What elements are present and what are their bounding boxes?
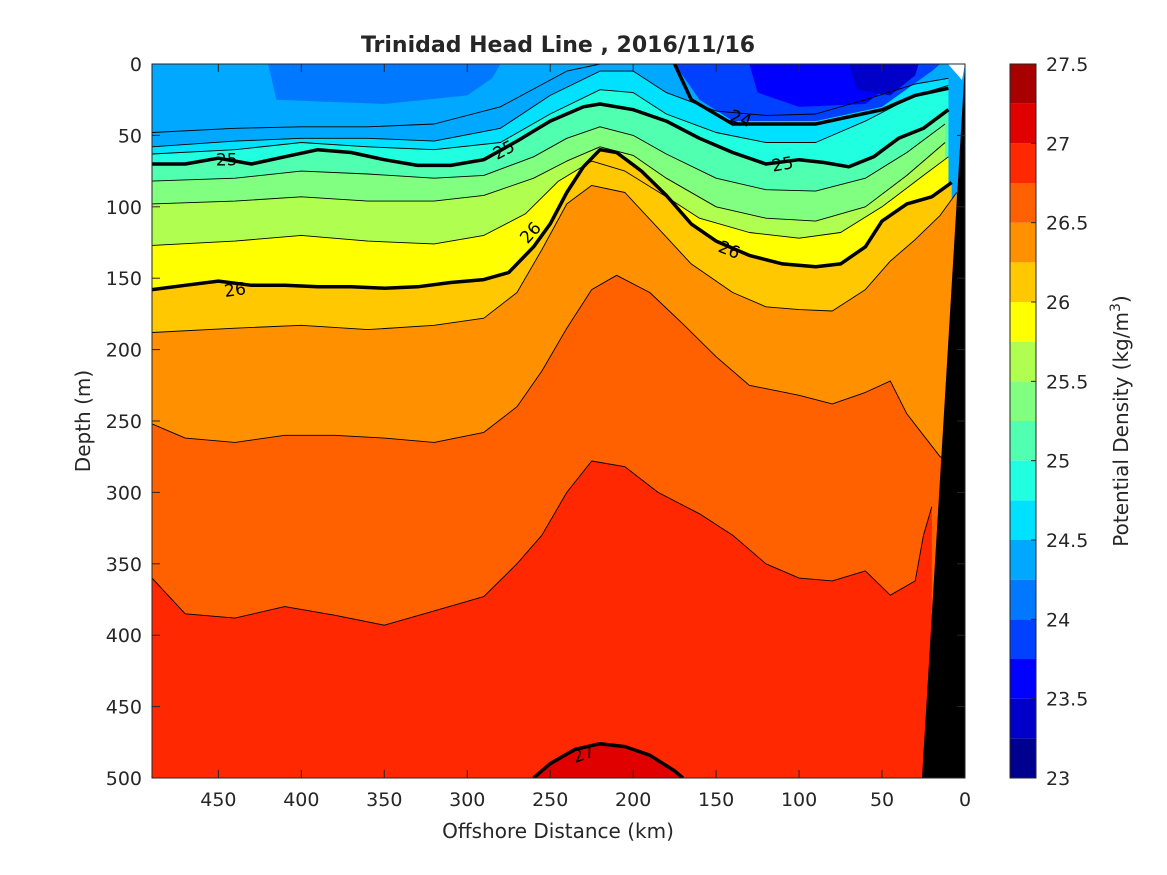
isopycnal-25.75: [152, 156, 949, 246]
x-tick-label: 200: [615, 789, 651, 811]
isopycnal-25.25: [152, 123, 946, 192]
isopycnal-25.5: [152, 142, 946, 222]
y-tick-label: 50: [118, 125, 142, 147]
chart-title: Trinidad Head Line , 2016/11/16: [361, 33, 755, 58]
x-tick-label: 400: [283, 789, 319, 811]
x-tick-label: 250: [532, 789, 568, 811]
density-bands: [152, 64, 965, 778]
colorbar-tick-label: 23.5: [1046, 689, 1088, 711]
isopycnal-24: [673, 64, 949, 126]
isopycnal-26.75: [152, 460, 933, 626]
colorbar: [1009, 63, 1037, 779]
y-tick-label: 300: [106, 482, 142, 504]
y-tick-label: 400: [106, 625, 142, 647]
y-axis-label: Depth (m): [71, 370, 95, 472]
colorbar-swatch: [1010, 421, 1036, 461]
contour-label-text: 25: [216, 151, 238, 171]
colorbar-swatch: [1010, 500, 1036, 540]
y-tick-label: 100: [106, 197, 142, 219]
isopycnal-26.5: [152, 274, 957, 465]
band-23.5-cell: [848, 64, 919, 96]
nearshore-gap: [948, 64, 965, 80]
x-axis-ticks: 450 400 350 300 250 200 150 100 50 0: [200, 64, 971, 811]
colorbar-swatch: [1010, 143, 1036, 183]
x-axis-label: Offshore Distance (km): [442, 819, 674, 843]
y-tick-label: 150: [106, 268, 142, 290]
isopycnal-24.25: [152, 64, 601, 133]
colorbar-swatch: [1010, 381, 1036, 421]
y-tick-label: 200: [106, 340, 142, 362]
colorbar-label-main: Potential Density (kg/m: [1109, 312, 1133, 547]
x-tick-label: 150: [698, 789, 734, 811]
colorbar-swatch: [1010, 460, 1036, 501]
colorbar-swatch: [1010, 64, 1036, 104]
isopycnal-25: [152, 102, 950, 169]
y-tick-label: 250: [106, 411, 142, 433]
isopycnal-lines: [152, 64, 958, 778]
x-tick-label: 450: [200, 789, 236, 811]
colorbar-tick-label: 27: [1046, 133, 1070, 155]
colorbar-tick-label: 25: [1046, 451, 1070, 473]
contour-label-text: 26: [223, 279, 247, 302]
colorbar-swatch: [1010, 103, 1036, 144]
isopycnal-27: [532, 741, 685, 778]
y-axis-ticks: 0 50 100 150 200 250 300 350 400 450 500: [106, 54, 965, 790]
isopycnal-26.25: [152, 184, 958, 333]
colorbar-tick-label: 27.5: [1046, 54, 1088, 76]
colorbar-swatch: [1010, 540, 1036, 580]
colorbar-swatch: [1010, 262, 1036, 302]
isopycnal-24.75: [152, 84, 949, 155]
colorbar-tick-label: 24.5: [1046, 530, 1088, 552]
colorbar-label-tail: ): [1109, 295, 1133, 303]
colorbar-frame: [1009, 63, 1037, 779]
band-26.75: [152, 461, 932, 778]
x-tick-label: 300: [449, 789, 485, 811]
x-tick-label: 0: [959, 789, 971, 811]
contour-label: 26: [223, 279, 247, 302]
y-tick-label: 0: [130, 54, 142, 76]
y-tick-label: 450: [106, 697, 142, 719]
colorbar-tick-label: 26: [1046, 292, 1070, 314]
y-tick-label: 500: [106, 768, 142, 790]
contour-label: 25: [770, 153, 795, 176]
colorbar-tick-label: 26.5: [1046, 213, 1088, 235]
colorbar-tick-label: 23: [1046, 768, 1070, 790]
x-tick-label: 100: [781, 789, 817, 811]
land-mask: [922, 64, 965, 778]
contour-label-text: 25: [770, 153, 795, 176]
colorbar-swatch: [1010, 659, 1036, 699]
colorbar-swatch: [1010, 341, 1036, 382]
colorbar-swatch: [1010, 222, 1036, 263]
colorbar-swatch: [1010, 183, 1036, 223]
isopycnal-26: [152, 147, 953, 292]
colorbar-label-sup: 3: [1108, 303, 1124, 312]
contour-label: 25: [216, 151, 238, 171]
colorbar-swatch: [1010, 619, 1036, 659]
isopycnal-24.5: [152, 70, 949, 148]
y-tick-label: 350: [106, 554, 142, 576]
colorbar-swatch: [1010, 738, 1036, 778]
colorbar-swatch: [1010, 579, 1036, 620]
x-tick-label: 50: [870, 789, 894, 811]
colorbar-tick-label: 25.5: [1046, 371, 1088, 393]
colorbar-tick-label: 24: [1046, 609, 1070, 631]
band-24.25-west: [268, 64, 501, 104]
colorbar-swatch: [1010, 698, 1036, 739]
colorbar-swatch: [1010, 302, 1036, 342]
x-tick-label: 350: [366, 789, 402, 811]
colorbar-label: Potential Density (kg/m3): [1108, 295, 1133, 546]
colorbar-ticks: 23 23.5 24 24.5 25 25.5 26 26.5 27 27.5: [1031, 54, 1088, 790]
